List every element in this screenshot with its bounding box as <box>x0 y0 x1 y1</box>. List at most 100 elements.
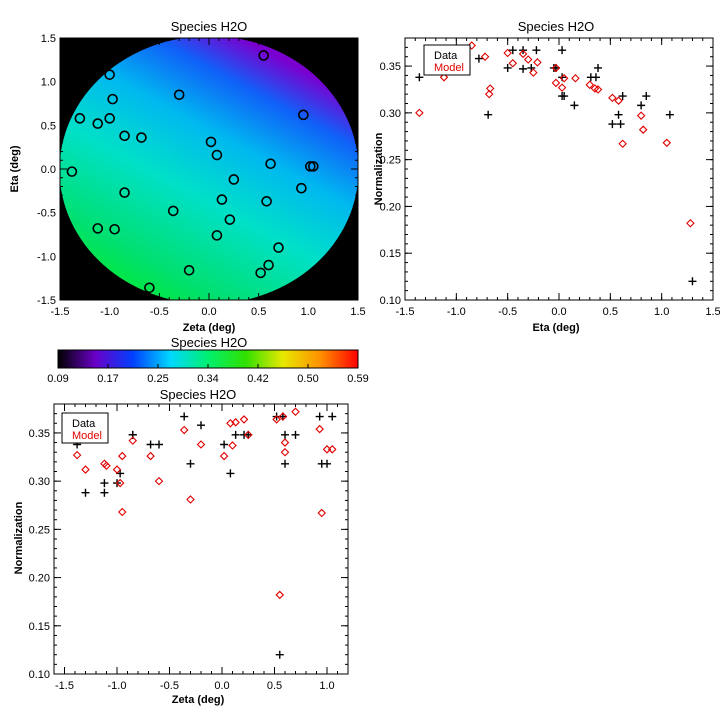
map-x-tick-label: 1.0 <box>301 306 316 318</box>
map-x-tick-label: 0.5 <box>251 306 266 318</box>
map-point-circle <box>183 265 195 276</box>
zeta-legend: Data Model <box>61 412 109 444</box>
map-point-circle <box>92 223 104 234</box>
map-point-circle <box>211 230 223 241</box>
zeta-x-tick-label: -1.5 <box>55 680 74 692</box>
map-point-circle <box>119 130 130 142</box>
eta-model-point <box>523 55 533 64</box>
eta-x-ticks: -1.5 -1.0 -0.5 0.0 0.5 1.0 1.5 <box>396 38 720 318</box>
eta-data-point <box>503 63 512 72</box>
zeta-data-point <box>197 421 205 430</box>
map-x-tick-label: -0.5 <box>150 306 169 318</box>
zeta-y-tick-label: 0.10 <box>29 669 50 681</box>
zeta-model-point <box>102 461 111 470</box>
eta-model-point <box>638 125 648 134</box>
eta-model-point <box>467 41 477 50</box>
eta-model-point <box>484 89 494 99</box>
zeta-data-point <box>116 469 125 478</box>
zeta-y-tick-label: 0.15 <box>29 621 50 633</box>
eta-data-point <box>618 92 627 101</box>
map-point-circle <box>216 194 228 205</box>
eta-data-point <box>415 73 424 82</box>
map-point-circle <box>107 93 118 105</box>
zeta-model-point <box>278 412 288 421</box>
eta-y-ticks: 0.10 0.15 0.20 0.25 0.30 0.35 <box>380 37 713 307</box>
zeta-model-point <box>128 436 138 445</box>
zeta-y-tick-label: 0.30 <box>29 476 50 488</box>
zeta-model-point <box>219 451 229 461</box>
zeta-model-point <box>275 590 285 600</box>
zeta-y-ticks: 0.10 0.15 0.20 0.25 0.30 0.35 <box>29 403 348 681</box>
zeta-data-point <box>323 459 331 468</box>
zeta-data-point <box>281 459 289 468</box>
eta-model-point <box>551 63 561 73</box>
zeta-y-tick-label: 0.25 <box>29 524 50 536</box>
eta-data-point <box>484 110 493 119</box>
map-point-circle <box>167 205 179 217</box>
eta-data-point <box>614 110 623 119</box>
zeta-model-point <box>81 465 90 474</box>
zeta-data-point <box>226 469 235 478</box>
zeta-x-tick-label: 0.5 <box>267 680 282 692</box>
eta-points <box>415 41 697 286</box>
eta-model-point <box>480 52 490 61</box>
eta-y-tick-label: 0.15 <box>380 248 401 260</box>
map-x-tick-label: -1.5 <box>51 306 70 318</box>
zeta-model-point <box>280 447 290 457</box>
eta-model-point <box>551 78 561 88</box>
zeta-model-point <box>327 445 337 454</box>
eta-data-point <box>532 46 541 55</box>
map-x-tick-label: 0.0 <box>201 306 216 318</box>
zeta-x-tick-label: 0.0 <box>214 680 229 692</box>
zeta-model-point <box>228 441 237 450</box>
zeta-model-point <box>291 407 300 416</box>
zeta-title: Species H2O <box>160 387 237 402</box>
map-point-circle <box>307 161 319 172</box>
zeta-data-point <box>328 412 337 421</box>
zeta-model-point <box>115 478 125 488</box>
map-point-circle <box>205 136 217 148</box>
map-y-label: Eta (deg) <box>9 145 21 192</box>
zeta-data-point <box>281 430 289 439</box>
eta-x-tick-label: -1.0 <box>447 306 466 318</box>
eta-y-tick-label: 0.25 <box>380 155 401 167</box>
map-point-circle <box>298 109 309 121</box>
map-point-circle <box>211 149 223 161</box>
eta-x-tick-label: 0.5 <box>603 306 618 318</box>
eta-model-point <box>415 108 424 118</box>
zeta-model-point <box>231 418 240 427</box>
map-point-circle <box>263 259 274 271</box>
eta-y-tick-label: 0.20 <box>380 201 401 213</box>
map-point-circle <box>265 158 276 170</box>
zeta-data-point <box>291 430 300 439</box>
zeta-model-point <box>243 430 253 440</box>
map-y-ticks: -1.5 -1.0 -0.5 0.0 0.5 1.0 1.5 <box>37 33 358 307</box>
map-point-circle <box>109 223 120 235</box>
eta-model-point <box>508 58 518 68</box>
map-point-circle <box>258 50 269 61</box>
zeta-data-point <box>315 412 324 421</box>
eta-y-tick-label: 0.35 <box>380 61 401 73</box>
map-point-circle <box>136 132 147 143</box>
zeta-y-tick-label: 0.20 <box>29 573 50 585</box>
map-x-tick-label: -1.0 <box>100 306 119 318</box>
eta-model-point <box>662 138 672 148</box>
map-point-circle <box>305 161 316 172</box>
zeta-x-ticks: -1.5 -1.0 -0.5 0.0 0.5 1.0 <box>53 404 349 692</box>
eta-model-point <box>618 139 627 149</box>
eta-data-point <box>519 64 528 73</box>
eta-data-point <box>616 120 625 129</box>
zeta-panel: Species H2O -1.5 -1.0 -0.5 0.0 0.5 1.0 0.100.… <box>13 387 349 706</box>
eta-data-point <box>558 46 567 55</box>
colorbar-title: Species H2O <box>171 335 248 350</box>
eta-data-point <box>560 92 569 101</box>
eta-data-point <box>688 277 697 286</box>
zeta-data-point <box>180 412 189 421</box>
zeta-data-point <box>100 488 109 497</box>
map-point-circle <box>119 187 130 198</box>
colorbar-panel: Species H2O 0.09 0.17 0.25 0.34 0.42 0.50 0.59 <box>47 335 368 385</box>
eta-data-point <box>642 92 651 101</box>
map-y-tick-label: -1.5 <box>37 295 56 307</box>
colorbar-tick-label: 0.25 <box>147 373 168 385</box>
eta-y-tick-label: 0.10 <box>380 295 401 307</box>
